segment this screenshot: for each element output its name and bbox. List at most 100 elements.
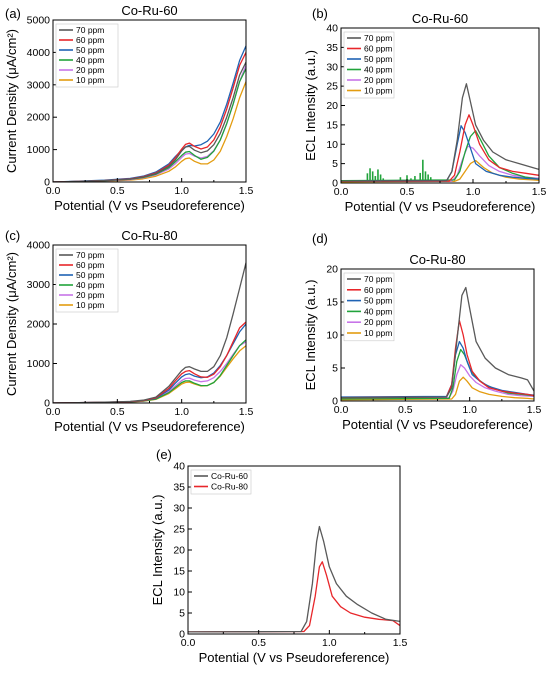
- series-line: [53, 262, 246, 403]
- legend-label: 50 ppm: [364, 54, 392, 64]
- legend-label: 70 ppm: [364, 274, 392, 284]
- series-line: [341, 340, 534, 398]
- x-tick-label: 1.5: [239, 185, 254, 197]
- legend-label: 20 ppm: [76, 290, 104, 300]
- series-line: [341, 114, 539, 183]
- x-tick-label: 0.0: [46, 406, 61, 418]
- x-axis-label: Potential (V vs Pseudoreference): [54, 198, 245, 213]
- y-tick-label: 0: [44, 398, 50, 410]
- legend-box: [343, 31, 395, 99]
- y-tick-label: 35: [326, 42, 338, 54]
- x-tick-label: 0.5: [110, 185, 125, 197]
- legend-box: [55, 23, 119, 88]
- x-tick-label: 0.0: [181, 637, 196, 649]
- x-tick-label: 1.0: [466, 186, 481, 198]
- y-tick-label: 0: [44, 177, 50, 189]
- series-line: [53, 61, 246, 182]
- x-tick-label: 1.0: [174, 185, 189, 197]
- y-tick-label: 2000: [27, 319, 51, 331]
- chart-panel-e: (e) 0.0 0.5 1.0 1.5 0 5 10 15 20 25 30 35 40 Potential…: [150, 447, 407, 665]
- legend-label: 50 ppm: [76, 45, 104, 55]
- x-axis-label: Potential (V vs Pseudoreference): [54, 419, 245, 434]
- legend-label: 60 ppm: [364, 285, 392, 295]
- legend-label: 60 ppm: [76, 35, 104, 45]
- x-tick-label: 0.5: [251, 637, 266, 649]
- y-axis-label: Current Density (μA/cm²): [4, 29, 19, 173]
- x-tick-label: 1.5: [527, 404, 542, 416]
- legend-label: 70 ppm: [76, 250, 104, 260]
- legend-box: [190, 469, 252, 495]
- series-line: [188, 525, 400, 633]
- y-tick-label: 4000: [27, 47, 51, 59]
- series-line: [188, 561, 400, 633]
- y-tick-label: 3000: [27, 279, 51, 291]
- y-tick-label: 0: [179, 629, 185, 641]
- legend-label: 40 ppm: [76, 280, 104, 290]
- legend-label: 50 ppm: [76, 270, 104, 280]
- y-axis-label: Current Density (μA/cm²): [4, 252, 19, 396]
- x-tick-label: 0.0: [334, 186, 349, 198]
- panel-label: (d): [312, 231, 328, 246]
- y-tick-label: 25: [173, 524, 185, 536]
- x-tick-label: 1.5: [393, 637, 408, 649]
- chart-panel-b: (b) Co-Ru-60 0.0 0.5 1.0 1.5 0 5 10 15 20 25 30 35 40 P…: [303, 6, 546, 214]
- chart-panel-d: (d) Co-Ru-80 0.0 0.5 1.0 1.5 0 5 10 15 20 Potential…: [303, 231, 541, 432]
- y-tick-label: 20: [326, 264, 338, 276]
- y-tick-label: 10: [326, 139, 338, 151]
- legend-label: 60 ppm: [364, 44, 392, 54]
- x-tick-label: 1.0: [322, 637, 337, 649]
- y-tick-label: 15: [326, 119, 338, 131]
- legend-box: [55, 248, 119, 313]
- series-line: [341, 286, 534, 399]
- x-tick-label: 1.5: [532, 186, 547, 198]
- x-tick-label: 0.0: [334, 404, 349, 416]
- legend-label: 50 ppm: [364, 296, 392, 306]
- y-tick-label: 5: [332, 158, 338, 170]
- y-tick-label: 25: [326, 81, 338, 93]
- series-line: [341, 83, 539, 182]
- series-line: [53, 81, 246, 182]
- legend-label: 70 ppm: [364, 33, 392, 43]
- y-tick-label: 5: [179, 608, 185, 620]
- chart-title: Co-Ru-80: [409, 252, 465, 267]
- y-axis-label: ECL Intensity (a.u.): [150, 495, 165, 606]
- legend-label: 40 ppm: [364, 306, 392, 316]
- legend-label: 20 ppm: [364, 75, 392, 85]
- y-tick-label: 20: [326, 100, 338, 112]
- chart-title: Co-Ru-80: [121, 228, 177, 243]
- x-axis-label: Potential (V vs Pseudoreference): [345, 199, 536, 214]
- chart-title: Co-Ru-60: [412, 11, 468, 26]
- y-tick-label: 30: [173, 503, 185, 515]
- panel-label: (e): [156, 447, 172, 462]
- legend-label: 10 ppm: [76, 300, 104, 310]
- series-line: [341, 130, 539, 182]
- series-line: [53, 341, 246, 403]
- y-tick-label: 1000: [27, 358, 51, 370]
- legend-label: 10 ppm: [364, 328, 392, 338]
- y-tick-label: 3000: [27, 79, 51, 91]
- legend-label: Co-Ru-80: [211, 482, 248, 492]
- series-line: [53, 323, 246, 403]
- legend-label: 20 ppm: [76, 65, 104, 75]
- y-tick-label: 35: [173, 482, 185, 494]
- series-line: [341, 159, 539, 183]
- chart-panel-c: (c) Co-Ru-80 0.0 0.5 1.0 1.5 0 1000 2000 3000 4000…: [4, 228, 253, 434]
- x-tick-label: 0.5: [110, 406, 125, 418]
- legend-label: 70 ppm: [76, 25, 104, 35]
- y-tick-label: 30: [326, 61, 338, 73]
- y-tick-label: 40: [173, 461, 185, 473]
- panel-label: (a): [5, 6, 21, 21]
- y-tick-label: 2000: [27, 112, 51, 124]
- x-tick-label: 1.5: [239, 406, 254, 418]
- y-tick-label: 10: [326, 330, 338, 342]
- y-axis-label: ECL Intensity (a.u.): [303, 280, 318, 391]
- legend-label: 10 ppm: [76, 75, 104, 85]
- legend-box: [343, 272, 395, 342]
- x-tick-label: 0.5: [398, 404, 413, 416]
- legend-label: 20 ppm: [364, 317, 392, 327]
- x-tick-label: 0.5: [400, 186, 415, 198]
